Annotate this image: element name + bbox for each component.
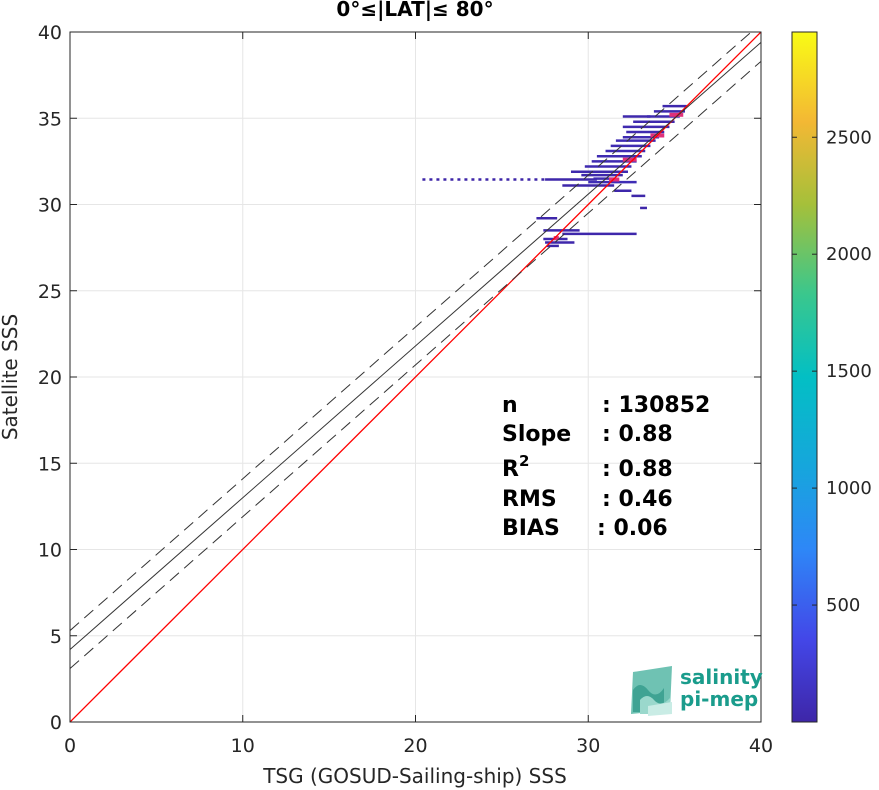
colorbar-tick-label: 2000: [826, 244, 872, 265]
colorbar-tick-label: 1000: [826, 478, 872, 499]
colorbar-gradient: [791, 31, 818, 723]
y-axis-title: Satellite SSS: [0, 314, 22, 440]
y-tick-label: 25: [38, 281, 62, 303]
ref-line-identity: [70, 32, 761, 722]
stat-n-value: : 130852: [602, 393, 710, 418]
chart-title: 0°≤|LAT|≤ 80°: [336, 0, 493, 21]
ref-line-fit-lower: [70, 60, 761, 669]
stat-rms-label: RMS: [502, 487, 557, 512]
stat-r2-label: R2: [502, 452, 529, 482]
stat-rms-value: : 0.46: [602, 487, 673, 512]
stat-r2-superscript: 2: [519, 452, 529, 470]
colorbar-tick-label: 2500: [826, 127, 872, 148]
colorbar-tick-label: 1500: [826, 361, 872, 382]
x-tick-label: 20: [403, 735, 427, 757]
y-tick-label: 40: [38, 22, 62, 44]
stats-panel: n : 130852 Slope : 0.88 R2 : 0.88 RMS : …: [502, 393, 710, 541]
stat-slope-value: : 0.88: [602, 422, 673, 447]
colorbar-ticks: 500 1000 1500 2000 2500: [792, 127, 872, 616]
x-tick-label: 0: [64, 735, 76, 757]
stat-bias-value: : 0.06: [597, 516, 668, 541]
stat-r2-value: : 0.88: [602, 457, 673, 482]
x-tick-label: 40: [749, 735, 773, 757]
logo-line1: salinity: [680, 665, 763, 689]
y-tick-label: 15: [38, 453, 62, 475]
x-tick-label: 10: [231, 735, 255, 757]
y-tick-label: 5: [50, 626, 62, 648]
x-axis-title: TSG (GOSUD-Sailing-ship) SSS: [262, 764, 567, 788]
colorbar-tick-label: 500: [826, 595, 860, 616]
stat-bias-label: BIAS: [502, 516, 560, 541]
logo-line2: pi-mep: [680, 687, 758, 711]
x-tick-label: 30: [576, 735, 600, 757]
stat-r2-letter: R: [502, 457, 519, 482]
y-tick-label: 0: [50, 712, 62, 734]
stat-n-label: n: [502, 393, 518, 418]
colorbar: 500 1000 1500 2000 2500: [791, 31, 872, 723]
reference-lines: [70, 32, 761, 722]
y-tick-label: 35: [38, 108, 62, 130]
stat-slope-label: Slope: [502, 422, 571, 447]
axis-ticks: 0 10 20 30 40 0 5 10 15 20 25 30 35 40: [38, 22, 773, 757]
logo-wave-icon: [631, 666, 672, 716]
y-tick-label: 10: [38, 540, 62, 562]
y-tick-label: 30: [38, 195, 62, 217]
salinity-pimep-logo: salinity pi-mep: [631, 665, 763, 716]
y-tick-label: 20: [38, 367, 62, 389]
ref-line-fit: [70, 41, 761, 650]
ref-line-fit-upper: [70, 32, 752, 631]
